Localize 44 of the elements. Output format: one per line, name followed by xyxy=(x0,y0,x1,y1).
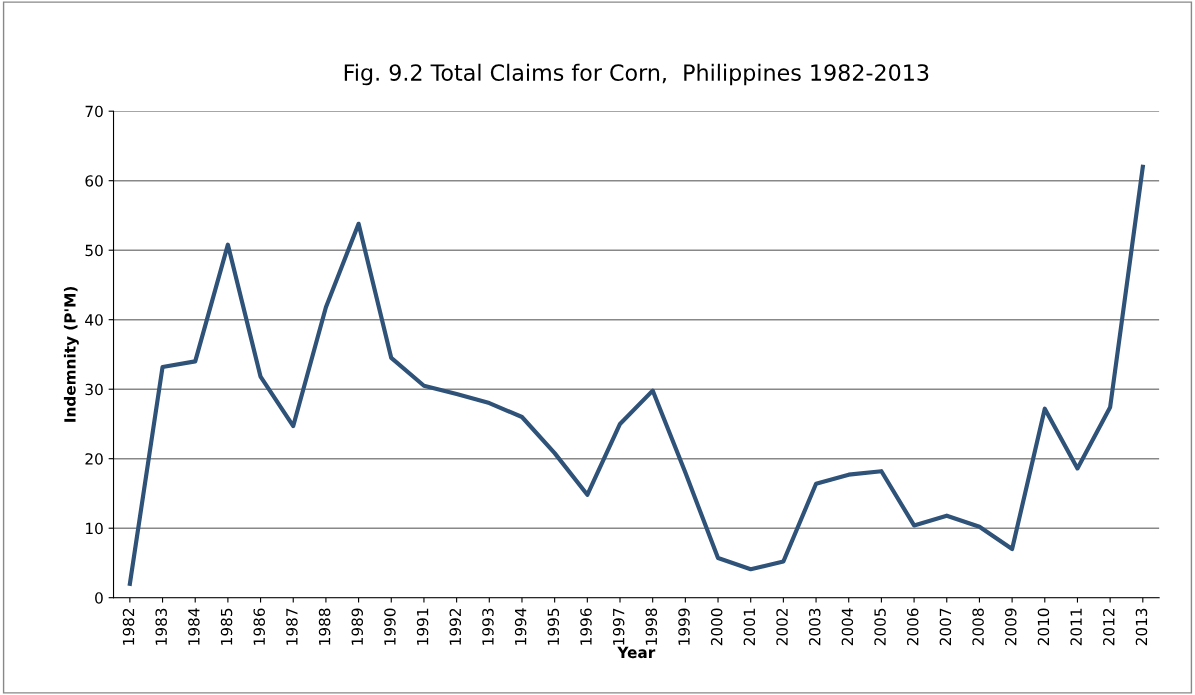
x-tick-label: 2011 xyxy=(1070,608,1082,646)
x-tick-label: 1990 xyxy=(384,608,396,645)
x-tick-label: 1999 xyxy=(678,608,690,645)
y-tick-label: 20 xyxy=(85,453,103,465)
y-tick-label: 0 xyxy=(95,592,103,604)
x-tick-label: 2009 xyxy=(1004,608,1017,646)
x-tick-label: 2002 xyxy=(776,608,788,646)
x-tick-label: 2012 xyxy=(1103,608,1115,646)
y-tick-label: 40 xyxy=(85,314,103,326)
x-tick-label: 1982 xyxy=(122,608,135,645)
x-tick-label: 1992 xyxy=(449,608,462,645)
x-tick-label: 2010 xyxy=(1037,608,1050,646)
x-tick-label: 2013 xyxy=(1135,608,1148,646)
x-tick-label: 1998 xyxy=(645,608,658,645)
x-tick-label: 1988 xyxy=(318,608,331,645)
x-tick-label: 2005 xyxy=(874,608,886,646)
x-axis-title: Year xyxy=(617,646,656,659)
y-tick-label: 60 xyxy=(85,175,103,187)
x-tick-label: 1989 xyxy=(351,608,364,645)
x-tick-label: 1986 xyxy=(253,608,265,645)
x-tick-label: 2003 xyxy=(808,608,821,646)
x-tick-label: 1997 xyxy=(612,608,625,645)
x-tick-label: 1995 xyxy=(547,608,560,645)
y-tick-label: 10 xyxy=(86,522,103,535)
y-tick-label: 50 xyxy=(85,244,103,257)
x-tick-label: 1987 xyxy=(286,608,298,645)
x-tick-label: 2008 xyxy=(972,608,984,646)
x-tick-label: 2000 xyxy=(710,608,723,646)
x-tick-label: 2007 xyxy=(939,608,952,646)
x-tick-label: 1993 xyxy=(482,608,494,645)
x-tick-label: 2001 xyxy=(743,608,756,646)
x-tick-label: 1991 xyxy=(416,608,429,645)
x-tick-label: 2004 xyxy=(841,608,854,646)
x-tick-label: 1984 xyxy=(188,608,200,645)
x-tick-label: 2006 xyxy=(906,608,919,646)
chart-title: Fig. 9.2 Total Claims for Corn, Philippines 1982-2013 xyxy=(344,63,929,86)
x-tick-label: 1985 xyxy=(220,608,233,645)
y-axis-title: Indemnity (P'M) xyxy=(63,287,79,422)
x-tick-label: 1996 xyxy=(580,608,592,645)
x-tick-label: 1994 xyxy=(514,608,527,645)
y-tick-label: 30 xyxy=(85,383,103,396)
y-tick-label: 70 xyxy=(85,105,103,118)
x-tick-label: 1983 xyxy=(155,608,167,645)
line-series xyxy=(127,164,1145,586)
